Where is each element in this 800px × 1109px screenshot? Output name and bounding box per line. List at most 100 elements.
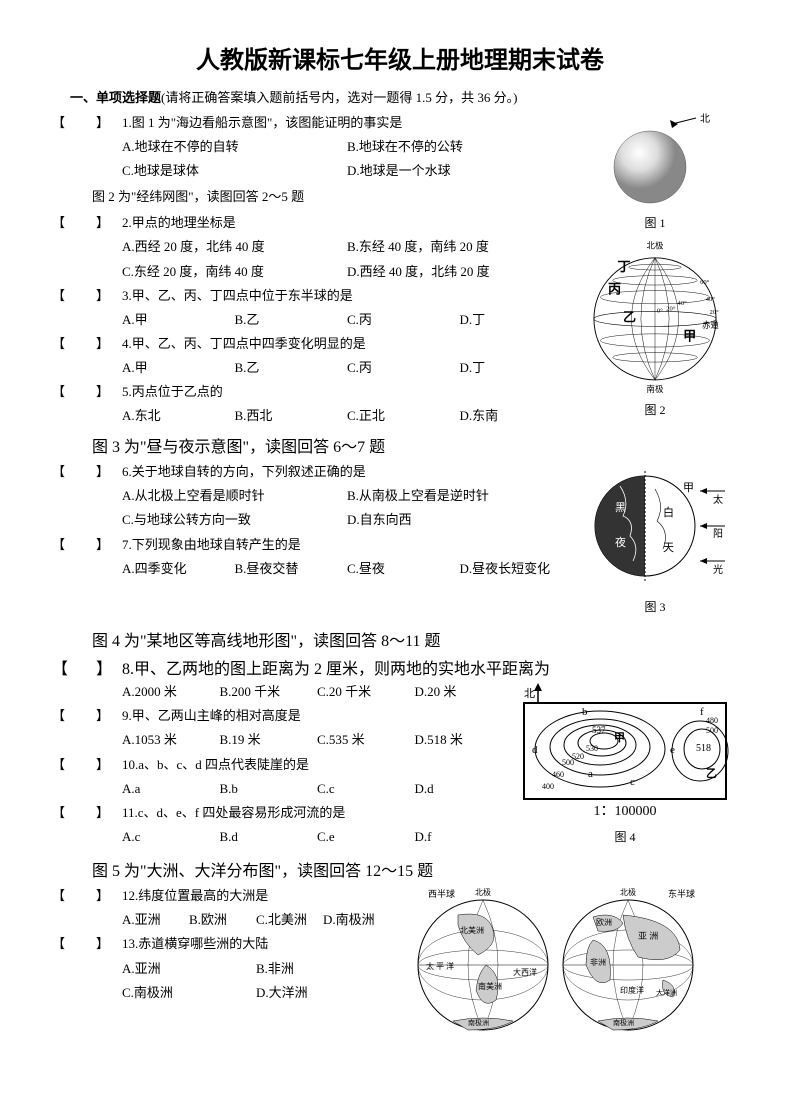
q12-C: C.北美洲 [256, 909, 323, 931]
bracket-right: 】 [96, 754, 109, 776]
q1-C: C.地球是球体 [122, 160, 347, 182]
q9-C: C.535 米 [317, 729, 415, 751]
svg-text:f: f [700, 706, 704, 718]
q12-B: B.欧洲 [189, 909, 256, 931]
bracket-right: 】 [96, 381, 109, 403]
q3-B: B.乙 [235, 309, 348, 331]
svg-text:黑: 黑 [615, 501, 626, 514]
q6-A: A.从北极上空看是顺时针 [122, 485, 347, 507]
svg-text:e: e [670, 744, 675, 756]
contour-map-icon: 北 b f d e a [520, 681, 730, 821]
bracket-right: 】 [96, 885, 109, 907]
svg-text:40°: 40° [678, 300, 688, 307]
q2-opts-ab: A.西经 20 度，北纬 40 度 B.东经 40 度，南纬 20 度 [70, 236, 572, 258]
figures-col-2: 甲 黑 夜 白 天 太 阳 光 图 3 [580, 461, 730, 623]
q13-opts-ab: A.亚洲 B.非洲 [70, 958, 390, 980]
q1-D: D.地球是一个水球 [347, 160, 572, 182]
svg-text:40°: 40° [706, 296, 716, 303]
bracket-right: 】 [96, 285, 109, 307]
q1-A: A.地球在不停的自转 [122, 136, 347, 158]
bracket-left: 【 [52, 212, 65, 234]
svg-text:大西洋: 大西洋 [513, 967, 537, 977]
fig4-instruction: 图 4 为"某地区等高线地形图"，读图回答 8～11 题 [70, 627, 730, 651]
q6-opts-ab: A.从北极上空看是顺时针 B.从南极上空看是逆时针 [70, 485, 572, 507]
questions-col-3: A.2000 米 B.200 千米 C.20 千米 D.20 米 【 】 9.甲… [70, 681, 512, 853]
svg-text:太 平 洋: 太 平 洋 [426, 961, 454, 971]
svg-text:北极: 北极 [647, 240, 664, 250]
fig5-instruction: 图 5 为"大洲、大洋分布图"，读图回答 12～15 题 [70, 857, 730, 881]
questions-col-4: 【 】 12.纬度位置最高的大洲是 A.亚洲 B.欧洲 C.北美洲 D.南极洲 … [70, 885, 390, 1040]
q9-A: A.1053 米 [122, 729, 220, 751]
figures-col-3: 北 b f d e a [520, 681, 730, 853]
svg-text:印度洋: 印度洋 [620, 985, 644, 995]
svg-text:480: 480 [706, 716, 718, 725]
q9-text: 9.甲、乙两山主峰的相对高度是 [122, 708, 301, 723]
bracket-left: 【 [52, 754, 65, 776]
svg-text:20°: 20° [709, 309, 719, 316]
bracket-right: 】 [96, 534, 109, 556]
q3-D: D.丁 [460, 309, 573, 331]
svg-text:a: a [588, 768, 593, 780]
svg-text:537: 537 [592, 725, 606, 735]
q5-C: C.正北 [347, 405, 460, 427]
fig3-instruction: 图 3 为"昼与夜示意图"，读图回答 6～7 题 [70, 433, 730, 457]
svg-text:60°: 60° [700, 279, 710, 286]
figures-col-4: 西半球 北极 东半球 北极 北美洲 南美洲 太 平 洋 大西洋 南极洲 [398, 885, 730, 1040]
q11-C: C.e [317, 826, 415, 848]
svg-text:欧洲: 欧洲 [596, 917, 612, 927]
q7-A: A.四季变化 [122, 558, 235, 580]
q10-C: C.c [317, 778, 415, 800]
bracket-right: 】 [96, 933, 109, 955]
svg-text:甲: 甲 [683, 328, 696, 343]
q3-opts: A.甲 B.乙 C.丙 D.丁 [70, 309, 572, 331]
q11-opts: A.c B.d C.e D.f [70, 826, 512, 848]
svg-text:白: 白 [663, 505, 674, 519]
svg-text:甲: 甲 [683, 482, 694, 494]
svg-text:c: c [630, 776, 635, 788]
q4-opts: A.甲 B.乙 C.丙 D.丁 [70, 357, 572, 379]
q12-stem: 【 】 12.纬度位置最高的大洲是 [70, 885, 390, 907]
q12-opts: A.亚洲 B.欧洲 C.北美洲 D.南极洲 [70, 909, 390, 931]
q9-opts: A.1053 米 B.19 米 C.535 米 D.518 米 [70, 729, 512, 751]
q5-D: D.东南 [460, 405, 573, 427]
svg-text:非洲: 非洲 [590, 957, 606, 967]
q6-D: D.自东向西 [347, 509, 572, 531]
svg-text:丁: 丁 [617, 259, 630, 274]
q1-stem: 【 】 1.图 1 为"海边看船示意图"，该图能证明的事实是 [70, 112, 572, 134]
bracket-left: 【 [52, 112, 65, 134]
globe-grid-icon: 北极 丁 丙 乙 甲 60° [585, 239, 725, 394]
svg-text:530: 530 [586, 744, 598, 753]
figure-1: 北 图 1 [580, 112, 730, 231]
q5-A: A.东北 [122, 405, 235, 427]
q7-text: 7.下列现象由地球自转产生的是 [122, 537, 301, 552]
world-map-icon: 西半球 北极 东半球 北极 北美洲 南美洲 太 平 洋 大西洋 南极洲 [398, 885, 718, 1035]
figure-2: 北极 丁 丙 乙 甲 60° [580, 239, 730, 418]
svg-text:夜: 夜 [615, 535, 626, 549]
svg-text:南美洲: 南美洲 [478, 981, 502, 991]
sphere-icon: 北 [600, 112, 710, 207]
svg-text:500: 500 [562, 758, 574, 767]
svg-text:北美洲: 北美洲 [460, 925, 484, 935]
q10-stem: 【 】 10.a、b、c、d 四点代表陡崖的是 [70, 754, 512, 776]
fig4-caption: 图 4 [520, 828, 730, 845]
svg-text:518: 518 [696, 743, 711, 754]
bracket-right: 】 [96, 655, 112, 679]
north-label: 北 [700, 113, 710, 125]
bracket-left: 【 [52, 381, 65, 403]
q3-text: 3.甲、乙、丙、丁四点中位于东半球的是 [122, 288, 353, 303]
svg-text:东半球: 东半球 [668, 888, 695, 899]
q7-C: C.昼夜 [347, 558, 460, 580]
q2-stem: 【 】 2.甲点的地理坐标是 [70, 212, 572, 234]
bracket-right: 】 [96, 461, 109, 483]
bracket-left: 【 [52, 705, 65, 727]
bracket-left: 【 [52, 885, 65, 907]
q8-B: B.200 千米 [220, 681, 318, 703]
svg-text:乙: 乙 [623, 310, 636, 325]
bracket-left: 【 [52, 333, 65, 355]
bracket-left: 【 [52, 285, 65, 307]
fig2-caption: 图 2 [580, 401, 730, 418]
block-q8-q11: A.2000 米 B.200 千米 C.20 千米 D.20 米 【 】 9.甲… [70, 681, 730, 853]
svg-text:光: 光 [713, 563, 723, 576]
svg-text:d: d [532, 744, 538, 756]
svg-text:赤道: 赤道 [702, 320, 719, 330]
